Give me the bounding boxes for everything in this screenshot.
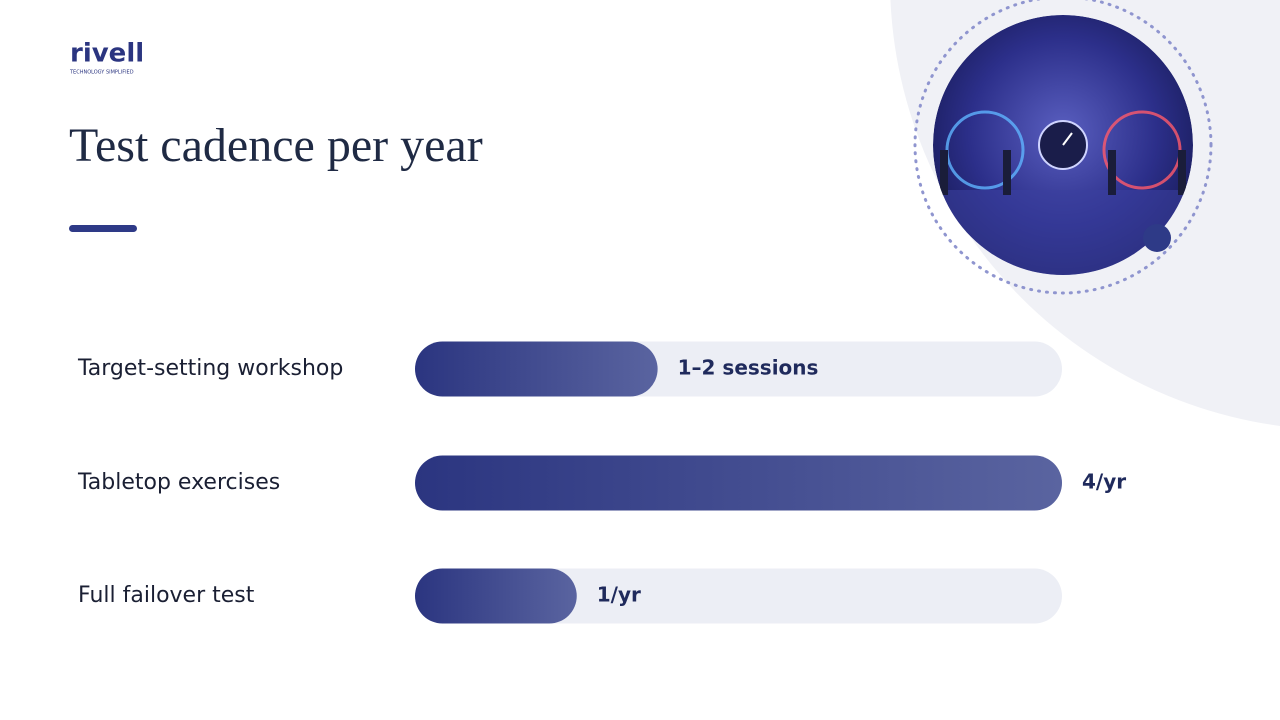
title-underline	[69, 225, 137, 232]
bar-track	[415, 568, 1062, 624]
category-label: Full failover test	[78, 583, 255, 608]
chart: Target-setting workshop 1–2 sessions Table…	[77, 341, 1126, 624]
logo-tagline: TECHNOLOGY SIMPLIFIED	[69, 70, 134, 76]
bar	[415, 341, 658, 397]
value-label: 1–2 sessions	[678, 356, 819, 380]
value-label: 4/yr	[1082, 470, 1126, 494]
illustration	[933, 15, 1193, 275]
accent-dot	[1143, 224, 1171, 252]
bar	[415, 455, 1062, 511]
bar	[415, 568, 577, 624]
dotted-ring	[913, 0, 1213, 295]
value-label: 1/yr	[597, 583, 641, 607]
category-label: Target-setting workshop	[77, 356, 343, 381]
logo-name: rivell	[70, 39, 144, 69]
chart-title: Test cadence per year	[69, 119, 483, 172]
category-label: Tabletop exercises	[77, 470, 280, 495]
